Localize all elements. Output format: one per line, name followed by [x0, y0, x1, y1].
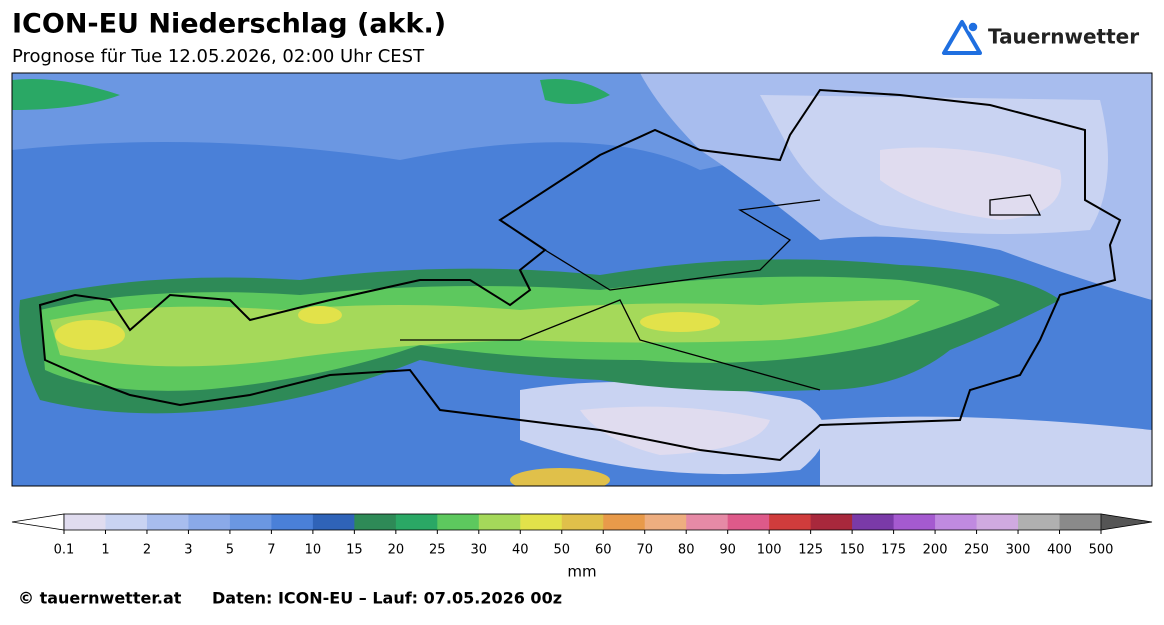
- colorbar-over: [1100, 513, 1153, 531]
- colorbar: 0.1 1 2 3 5 7 10 15 20 25 30 40 50 60 70 80 90 100 125 150 1…: [11, 513, 1153, 558]
- colorbar-bin: [893, 514, 936, 530]
- colorbar-tick-label: 400: [1047, 543, 1072, 558]
- colorbar-tick-label: 2: [143, 543, 151, 558]
- colorbar-tick-label: 20: [388, 543, 405, 558]
- colorbar-bin: [520, 514, 563, 530]
- colorbar-bin: [810, 514, 853, 530]
- colorbar-bin: [312, 514, 355, 530]
- colorbar-frame: [63, 513, 1102, 531]
- colorbar-tick-label: 30: [471, 543, 488, 558]
- colorbar-bin: [105, 514, 148, 530]
- logo-icon: [942, 20, 982, 55]
- country-border: [38, 88, 1122, 462]
- colorbar-bin: [686, 514, 729, 530]
- colorbar-bin: [852, 514, 895, 530]
- footer-source: Daten: ICON-EU – Lauf: 07.05.2026 00z: [212, 589, 562, 608]
- colorbar-bin: [644, 514, 687, 530]
- logo-dot: [967, 21, 979, 33]
- colorbar-tick-label: 100: [757, 543, 782, 558]
- colorbar-tick-label: 5: [226, 543, 234, 558]
- colorbar-bin: [188, 514, 231, 530]
- colorbar-bin: [1059, 514, 1102, 530]
- colorbar-tick-label: 90: [719, 543, 736, 558]
- colorbar-tick-label: 3: [184, 543, 192, 558]
- colorbar-tick-label: 175: [881, 543, 906, 558]
- title: ICON-EU Niederschlag (akk.): [12, 9, 446, 40]
- colorbar-bin: [561, 514, 604, 530]
- colorbar-bin: [271, 514, 314, 530]
- colorbar-bin: [935, 514, 978, 530]
- colorbar-under: [11, 513, 65, 531]
- colorbar-tick-label: 15: [346, 543, 363, 558]
- colorbar-bin: [146, 514, 189, 530]
- colorbar-tick-label: 1: [101, 543, 109, 558]
- precip-area: [510, 468, 610, 486]
- colorbar-tick-label: 50: [553, 543, 570, 558]
- colorbar-unit: mm: [567, 563, 596, 581]
- precip-area: [12, 79, 610, 110]
- colorbar-tick-label: 500: [1089, 543, 1114, 558]
- colorbar-bin: [478, 514, 521, 530]
- colorbar-bin: [229, 514, 272, 530]
- colorbar-bin: [976, 514, 1019, 530]
- colorbar-bin: [437, 514, 480, 530]
- colorbar-bin: [354, 514, 397, 530]
- logo-text: Tauernwetter: [988, 25, 1139, 49]
- precip-area: [580, 406, 770, 455]
- colorbar-tick-label: 150: [840, 543, 865, 558]
- colorbar-tick-label: 200: [923, 543, 948, 558]
- precip-area: [298, 306, 342, 324]
- colorbar-tick-label: 60: [595, 543, 612, 558]
- logo: Tauernwetter: [942, 20, 1139, 55]
- colorbar-bin: [64, 514, 106, 530]
- colorbar-tick-label: 125: [798, 543, 823, 558]
- precip-area: [55, 320, 125, 350]
- colorbar-tick-label: 80: [678, 543, 695, 558]
- colorbar-tick-label: 10: [305, 543, 322, 558]
- colorbar-tick-label: 40: [512, 543, 529, 558]
- colorbar-tick-label: 250: [964, 543, 989, 558]
- colorbar-tick-label: 70: [636, 543, 653, 558]
- colorbar-tick-label: 7: [267, 543, 275, 558]
- colorbar-bin: [1018, 514, 1061, 530]
- precip-area: [640, 312, 720, 332]
- colorbar-tick-label: 25: [429, 543, 446, 558]
- colorbar-bin: [769, 514, 812, 530]
- colorbar-bin: [395, 514, 438, 530]
- colorbar-tick-label: 300: [1006, 543, 1031, 558]
- map-frame: [11, 72, 1153, 487]
- state-border: [400, 194, 1042, 391]
- precip-area: [820, 416, 1152, 486]
- map: [11, 72, 1153, 487]
- subtitle: Prognose für Tue 12.05.2026, 02:00 Uhr C…: [12, 46, 425, 67]
- colorbar-tick-label: 0.1: [54, 543, 75, 558]
- footer-copyright: © tauernwetter.at: [18, 589, 182, 608]
- colorbar-bin: [727, 514, 770, 530]
- precip-area: [880, 147, 1062, 220]
- colorbar-bin: [603, 514, 646, 530]
